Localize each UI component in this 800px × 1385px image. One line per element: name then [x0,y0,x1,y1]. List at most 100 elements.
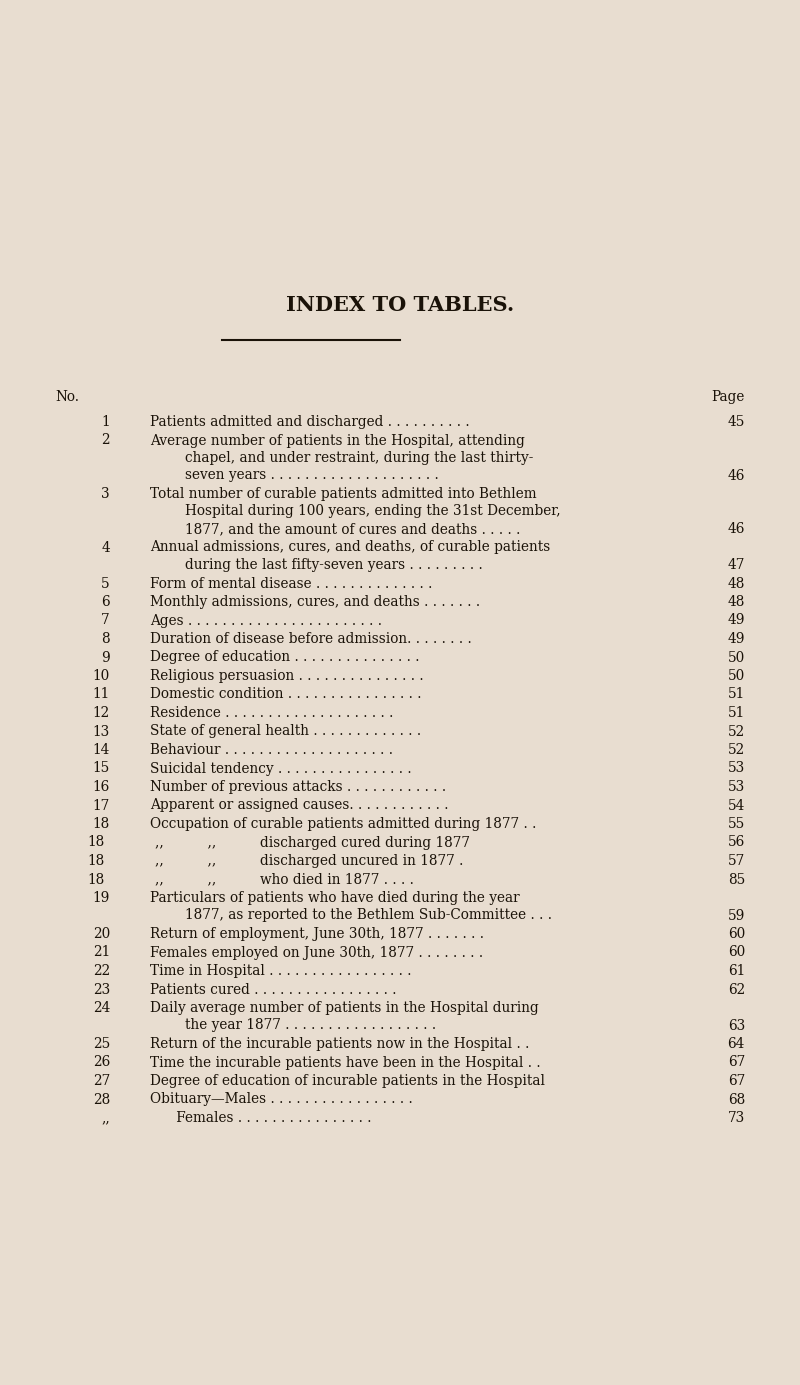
Text: 28: 28 [93,1093,110,1107]
Text: Total number of curable patients admitted into Bethlem: Total number of curable patients admitte… [150,488,537,501]
Text: Annual admissions, cures, and deaths, of curable patients: Annual admissions, cures, and deaths, of… [150,540,550,554]
Text: 1877, as reported to the Bethlem Sub-Committee . . .: 1877, as reported to the Bethlem Sub-Com… [185,909,552,922]
Text: 46: 46 [728,468,745,482]
Text: 52: 52 [728,724,745,738]
Text: Suicidal tendency . . . . . . . . . . . . . . . .: Suicidal tendency . . . . . . . . . . . … [150,762,412,776]
Text: 18: 18 [93,817,110,831]
Text: 18: 18 [88,873,105,886]
Text: Duration of disease before admission. . . . . . . .: Duration of disease before admission. . … [150,632,472,645]
Text: 9: 9 [102,651,110,665]
Text: Return of the incurable patients now in the Hospital . .: Return of the incurable patients now in … [150,1037,530,1051]
Text: 47: 47 [728,558,745,572]
Text: during the last fifty-seven years . . . . . . . . .: during the last fifty-seven years . . . … [185,558,482,572]
Text: 59: 59 [728,909,745,922]
Text: ,,          ,,          discharged uncured in 1877 .: ,, ,, discharged uncured in 1877 . [155,855,463,868]
Text: 4: 4 [102,540,110,554]
Text: 21: 21 [93,946,110,960]
Text: Religious persuasion . . . . . . . . . . . . . . .: Religious persuasion . . . . . . . . . .… [150,669,424,683]
Text: No.: No. [55,391,79,404]
Text: 5: 5 [102,576,110,590]
Text: chapel, and under restraint, during the last thirty-: chapel, and under restraint, during the … [185,452,534,465]
Text: 67: 67 [728,1055,745,1069]
Text: 2: 2 [102,434,110,447]
Text: 24: 24 [93,1001,110,1015]
Text: Time in Hospital . . . . . . . . . . . . . . . . .: Time in Hospital . . . . . . . . . . . .… [150,964,411,978]
Text: 10: 10 [93,669,110,683]
Text: Residence . . . . . . . . . . . . . . . . . . . .: Residence . . . . . . . . . . . . . . . … [150,706,394,720]
Text: ,,          ,,          who died in 1877 . . . .: ,, ,, who died in 1877 . . . . [155,873,414,886]
Text: 61: 61 [728,964,745,978]
Text: 56: 56 [728,835,745,849]
Text: Patients cured . . . . . . . . . . . . . . . . .: Patients cured . . . . . . . . . . . . .… [150,982,397,996]
Text: Females employed on June 30th, 1877 . . . . . . . .: Females employed on June 30th, 1877 . . … [150,946,483,960]
Text: 14: 14 [93,742,110,758]
Text: 51: 51 [728,706,745,720]
Text: 25: 25 [93,1037,110,1051]
Text: Form of mental disease . . . . . . . . . . . . . .: Form of mental disease . . . . . . . . .… [150,576,432,590]
Text: 54: 54 [728,799,745,813]
Text: Domestic condition . . . . . . . . . . . . . . . .: Domestic condition . . . . . . . . . . .… [150,687,422,701]
Text: 48: 48 [728,576,745,590]
Text: Behaviour . . . . . . . . . . . . . . . . . . . .: Behaviour . . . . . . . . . . . . . . . … [150,742,393,758]
Text: 27: 27 [93,1073,110,1089]
Text: 73: 73 [728,1111,745,1125]
Text: ,,          ,,          discharged cured during 1877: ,, ,, discharged cured during 1877 [155,835,470,849]
Text: Ages . . . . . . . . . . . . . . . . . . . . . . .: Ages . . . . . . . . . . . . . . . . . .… [150,614,382,627]
Text: 62: 62 [728,982,745,996]
Text: 50: 50 [728,669,745,683]
Text: 53: 53 [728,762,745,776]
Text: seven years . . . . . . . . . . . . . . . . . . . .: seven years . . . . . . . . . . . . . . … [185,468,438,482]
Text: State of general health . . . . . . . . . . . . .: State of general health . . . . . . . . … [150,724,421,738]
Text: 17: 17 [93,799,110,813]
Text: 23: 23 [93,982,110,996]
Text: 52: 52 [728,742,745,758]
Text: 18: 18 [88,835,105,849]
Text: 1: 1 [102,416,110,429]
Text: the year 1877 . . . . . . . . . . . . . . . . . .: the year 1877 . . . . . . . . . . . . . … [185,1018,436,1032]
Text: 15: 15 [93,762,110,776]
Text: Daily average number of patients in the Hospital during: Daily average number of patients in the … [150,1001,538,1015]
Text: 13: 13 [93,724,110,738]
Text: INDEX TO TABLES.: INDEX TO TABLES. [286,295,514,314]
Text: 60: 60 [728,927,745,940]
Text: 51: 51 [728,687,745,701]
Text: 16: 16 [93,780,110,794]
Text: 22: 22 [93,964,110,978]
Text: 57: 57 [728,855,745,868]
Text: Number of previous attacks . . . . . . . . . . . .: Number of previous attacks . . . . . . .… [150,780,446,794]
Text: Monthly admissions, cures, and deaths . . . . . . .: Monthly admissions, cures, and deaths . … [150,596,480,609]
Text: 8: 8 [102,632,110,645]
Text: Degree of education of incurable patients in the Hospital: Degree of education of incurable patient… [150,1073,545,1089]
Text: 11: 11 [93,687,110,701]
Text: Females . . . . . . . . . . . . . . . .: Females . . . . . . . . . . . . . . . . [150,1111,371,1125]
Text: Patients admitted and discharged . . . . . . . . . .: Patients admitted and discharged . . . .… [150,416,470,429]
Text: 68: 68 [728,1093,745,1107]
Text: ,,: ,, [102,1111,110,1125]
Text: 6: 6 [102,596,110,609]
Text: 67: 67 [728,1073,745,1089]
Text: 50: 50 [728,651,745,665]
Text: 60: 60 [728,946,745,960]
Text: Obituary—Males . . . . . . . . . . . . . . . . .: Obituary—Males . . . . . . . . . . . . .… [150,1093,413,1107]
Text: 3: 3 [102,488,110,501]
Text: 85: 85 [728,873,745,886]
Text: Return of employment, June 30th, 1877 . . . . . . .: Return of employment, June 30th, 1877 . … [150,927,484,940]
Text: Page: Page [712,391,745,404]
Text: 26: 26 [93,1055,110,1069]
Text: 7: 7 [102,614,110,627]
Text: 1877, and the amount of cures and deaths . . . . .: 1877, and the amount of cures and deaths… [185,522,520,536]
Text: Average number of patients in the Hospital, attending: Average number of patients in the Hospit… [150,434,525,447]
Text: Degree of education . . . . . . . . . . . . . . .: Degree of education . . . . . . . . . . … [150,651,419,665]
Text: 45: 45 [728,416,745,429]
Text: 20: 20 [93,927,110,940]
Text: Occupation of curable patients admitted during 1877 . .: Occupation of curable patients admitted … [150,817,536,831]
Text: 53: 53 [728,780,745,794]
Text: 49: 49 [727,614,745,627]
Text: 18: 18 [88,855,105,868]
Text: Time the incurable patients have been in the Hospital . .: Time the incurable patients have been in… [150,1055,541,1069]
Text: 46: 46 [728,522,745,536]
Text: 49: 49 [727,632,745,645]
Text: Particulars of patients who have died during the year: Particulars of patients who have died du… [150,891,520,904]
Text: 64: 64 [728,1037,745,1051]
Text: Apparent or assigned causes. . . . . . . . . . . .: Apparent or assigned causes. . . . . . .… [150,799,449,813]
